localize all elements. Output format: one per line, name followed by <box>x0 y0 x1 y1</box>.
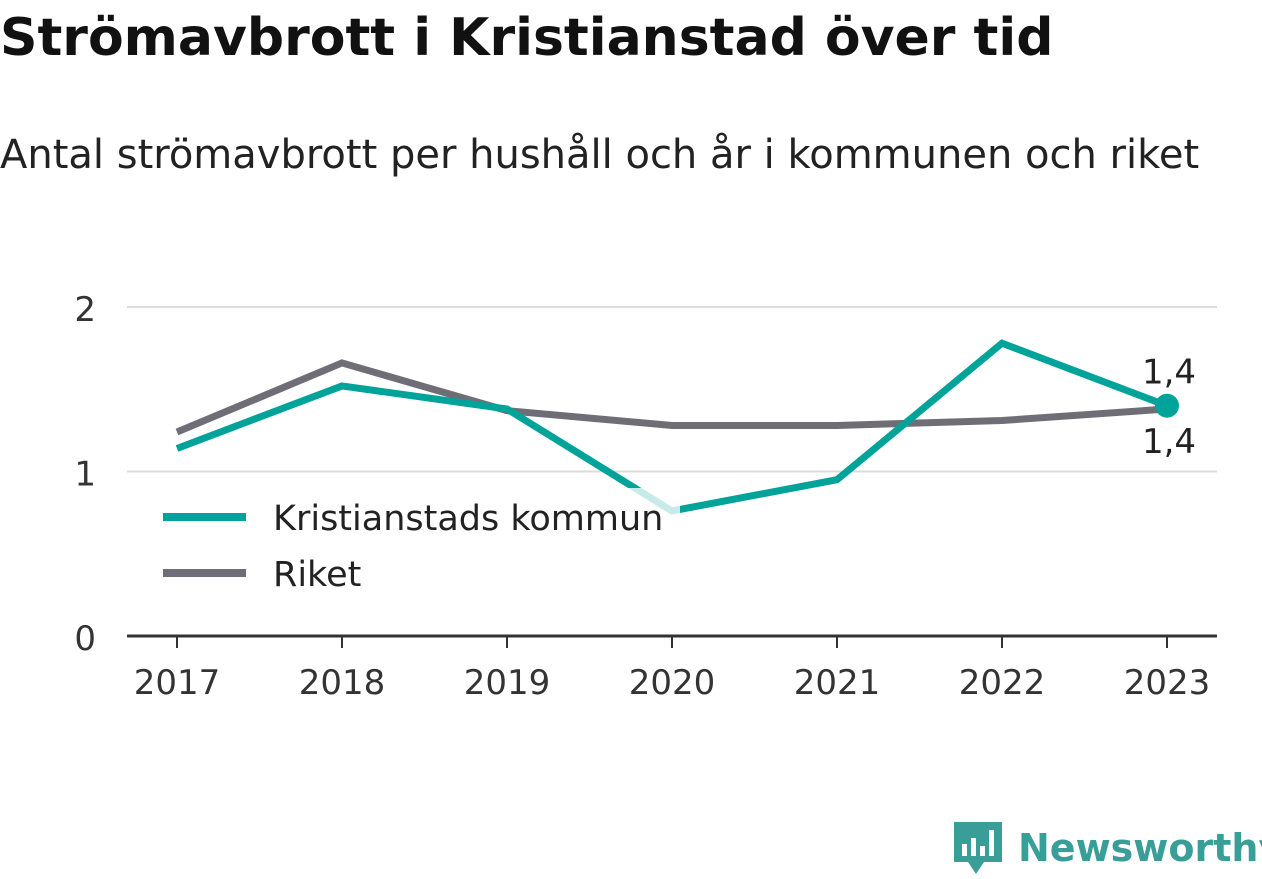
legend-label-riket: Riket <box>273 555 361 595</box>
chart-subtitle: Antal strömavbrott per hushåll och år i … <box>0 132 1200 178</box>
series-line-riket <box>175 359 1168 436</box>
newsworthy-logo-icon <box>954 822 1002 874</box>
legend-background <box>150 488 680 598</box>
y-tick-label: 2 <box>74 290 96 330</box>
brand: Newsworthy <box>950 818 1262 878</box>
x-tick-label: 2021 <box>794 663 881 703</box>
y-tick-label: 0 <box>74 619 96 659</box>
x-tick-label: 2020 <box>629 663 716 703</box>
x-tick-label: 2023 <box>1124 663 1211 703</box>
end-label-riket: 1,4 <box>1142 422 1196 462</box>
x-tick-label: 2019 <box>464 663 551 703</box>
x-tick-label: 2022 <box>959 663 1046 703</box>
chart-title: Strömavbrott i Kristianstad över tid <box>0 8 1054 68</box>
legend-label-kommun: Kristianstads kommun <box>273 499 663 539</box>
y-tick-label: 1 <box>74 455 96 495</box>
x-tick-label: 2017 <box>134 663 221 703</box>
end-point-marker <box>1155 393 1179 418</box>
end-label-kommun: 1,4 <box>1142 353 1196 393</box>
brand-name: Newsworthy <box>1018 826 1262 870</box>
x-tick-label: 2018 <box>299 663 386 703</box>
